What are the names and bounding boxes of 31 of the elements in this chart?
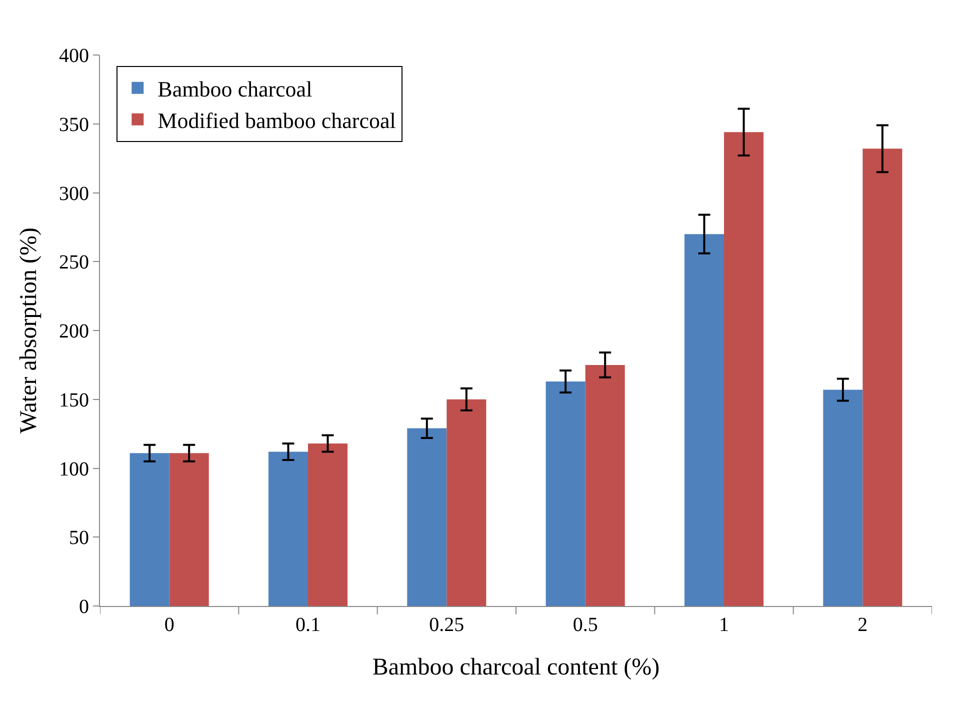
y-tick-label: 350: [59, 114, 89, 136]
bar: [862, 148, 902, 606]
x-tick-label: 2: [858, 614, 868, 636]
bar: [724, 132, 764, 606]
x-tick-label: 0: [164, 614, 174, 636]
y-tick-label: 250: [59, 252, 89, 274]
y-tick-label: 400: [59, 45, 89, 67]
bar: [823, 390, 863, 606]
y-tick-label: 150: [59, 389, 89, 412]
y-tick-label: 300: [59, 182, 89, 205]
y-tick-label: 100: [59, 458, 89, 480]
x-tick-label: 0.5: [572, 614, 598, 636]
bar: [308, 443, 348, 606]
bar: [684, 234, 724, 606]
legend-label: Modified bamboo charcoal: [158, 108, 396, 133]
x-axis-title: Bamboo charcoal content (%): [372, 654, 660, 680]
bar: [585, 364, 625, 606]
x-tick-label: 1: [719, 614, 729, 636]
bar: [169, 453, 209, 606]
bar: [268, 452, 308, 606]
y-tick-label: 50: [69, 527, 89, 550]
y-axis-title: Water absorption (%): [16, 228, 42, 434]
bar: [446, 399, 486, 606]
x-tick-label: 0.1: [296, 614, 320, 636]
bar: [546, 381, 586, 606]
bar: [407, 428, 447, 606]
bar: [130, 453, 170, 606]
y-tick-label: 200: [59, 320, 89, 342]
y-tick-label: 0: [79, 596, 89, 618]
x-tick-label: 0.25: [429, 614, 464, 636]
legend-label: Bamboo charcoal: [158, 76, 312, 102]
